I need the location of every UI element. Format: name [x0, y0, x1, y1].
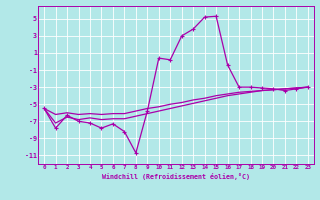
X-axis label: Windchill (Refroidissement éolien,°C): Windchill (Refroidissement éolien,°C) — [102, 173, 250, 180]
